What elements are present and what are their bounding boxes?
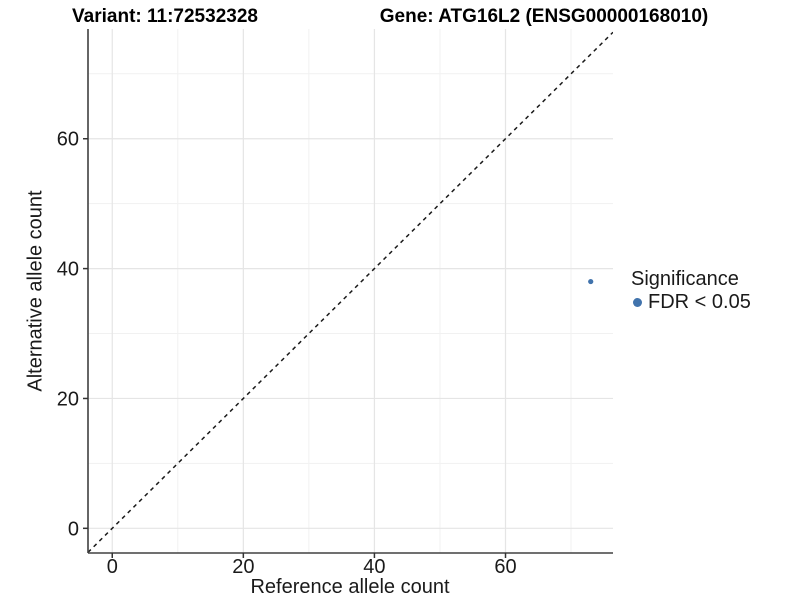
legend-entry-label: FDR < 0.05	[648, 291, 751, 313]
legend: Significance FDR < 0.05	[631, 268, 751, 314]
legend-entry: FDR < 0.05	[631, 291, 751, 314]
x-tick-label: 0	[107, 556, 118, 578]
x-tick-label: 60	[494, 556, 516, 578]
y-tick-label: 20	[57, 388, 79, 410]
legend-title: Significance	[631, 268, 739, 290]
data-point	[588, 278, 594, 285]
y-axis-label: Alternative allele count	[24, 190, 47, 392]
y-tick-label: 40	[57, 259, 79, 281]
variant-title: Variant: 11:72532328	[72, 6, 258, 27]
identity-line	[88, 31, 613, 553]
x-tick-label: 40	[363, 556, 385, 578]
gene-title: Gene: ATG16L2 (ENSG00000168010)	[379, 6, 709, 27]
legend-point-icon	[633, 298, 642, 307]
y-tick-label: 0	[68, 518, 79, 540]
y-tick-label: 60	[57, 129, 79, 151]
x-tick-label: 20	[232, 556, 254, 578]
x-axis-label: Reference allele count	[250, 576, 450, 598]
